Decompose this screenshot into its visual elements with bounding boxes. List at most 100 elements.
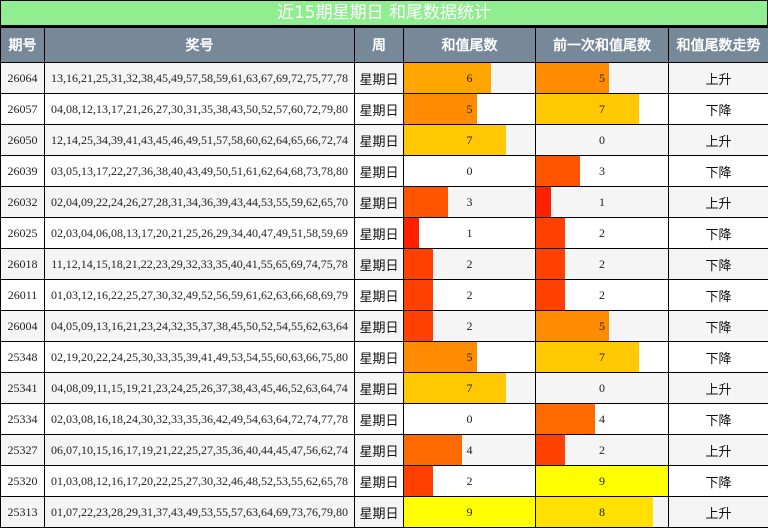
prev-tail-cell-value: 1 — [599, 195, 605, 209]
header-issue: 期号 — [1, 28, 45, 63]
numbers-cell: 04,08,09,11,15,19,21,23,24,25,26,37,38,4… — [45, 373, 355, 404]
prev-tail-cell-value: 2 — [599, 257, 605, 271]
prev-tail-cell-bar — [536, 497, 653, 527]
trend-cell: 下降 — [669, 94, 768, 125]
tail-cell-bar — [404, 94, 477, 124]
table-row: 26011 01,03,12,16,22,25,27,30,32,49,52,5… — [1, 280, 768, 311]
tail-cell-bar — [404, 435, 462, 465]
tail-cell: 2 — [404, 466, 536, 497]
numbers-cell: 01,03,12,16,22,25,27,30,32,49,52,56,59,6… — [45, 280, 355, 311]
table-row: 26057 04,08,12,13,17,21,26,27,30,31,35,3… — [1, 94, 768, 125]
tail-cell-value: 2 — [467, 474, 473, 488]
week-cell: 星期日 — [355, 125, 404, 156]
issue-cell: 26032 — [1, 187, 45, 218]
tail-cell: 2 — [404, 280, 536, 311]
prev-tail-cell: 2 — [536, 218, 669, 249]
table-row: 26018 11,12,14,15,18,21,22,23,29,32,33,3… — [1, 249, 768, 280]
header-week: 周 — [355, 28, 404, 63]
trend-cell: 下降 — [669, 342, 768, 373]
prev-tail-cell: 9 — [536, 466, 669, 497]
tail-cell-value: 0 — [467, 412, 473, 426]
tail-cell: 6 — [404, 63, 536, 94]
header-tail: 和值尾数 — [404, 28, 536, 63]
tail-cell: 2 — [404, 311, 536, 342]
prev-tail-cell: 8 — [536, 497, 669, 528]
tail-cell: 9 — [404, 497, 536, 528]
issue-cell: 26004 — [1, 311, 45, 342]
prev-tail-cell-bar — [536, 249, 565, 279]
week-cell: 星期日 — [355, 156, 404, 187]
week-cell: 星期日 — [355, 404, 404, 435]
tail-cell-value: 2 — [467, 257, 473, 271]
week-cell: 星期日 — [355, 466, 404, 497]
tail-cell-value: 5 — [467, 102, 473, 116]
prev-tail-cell-bar — [536, 156, 580, 186]
tail-cell-value: 5 — [467, 350, 473, 364]
trend-cell: 上升 — [669, 125, 768, 156]
prev-tail-cell: 7 — [536, 342, 669, 373]
prev-tail-cell-value: 3 — [599, 164, 605, 178]
numbers-cell: 02,03,08,16,18,24,30,32,33,35,36,42,49,5… — [45, 404, 355, 435]
issue-cell: 26025 — [1, 218, 45, 249]
tail-cell-value: 2 — [467, 319, 473, 333]
table-row: 26050 12,14,25,34,39,41,43,45,46,49,51,5… — [1, 125, 768, 156]
numbers-cell: 06,07,10,15,16,17,19,21,22,25,27,35,36,4… — [45, 435, 355, 466]
week-cell: 星期日 — [355, 373, 404, 404]
tail-cell: 0 — [404, 156, 536, 187]
table-row: 25348 02,19,20,22,24,25,30,33,35,39,41,4… — [1, 342, 768, 373]
numbers-cell: 02,03,04,06,08,13,17,20,21,25,26,29,34,4… — [45, 218, 355, 249]
table-row: 26025 02,03,04,06,08,13,17,20,21,25,26,2… — [1, 218, 768, 249]
numbers-cell: 12,14,25,34,39,41,43,45,46,49,51,57,58,6… — [45, 125, 355, 156]
issue-cell: 25334 — [1, 404, 45, 435]
prev-tail-cell: 7 — [536, 94, 669, 125]
prev-tail-cell: 2 — [536, 435, 669, 466]
trend-cell: 下降 — [669, 156, 768, 187]
table-row: 26039 03,05,13,17,22,27,36,38,40,43,49,5… — [1, 156, 768, 187]
tail-cell: 0 — [404, 404, 536, 435]
week-cell: 星期日 — [355, 187, 404, 218]
prev-tail-cell-value: 5 — [599, 71, 605, 85]
tail-cell: 3 — [404, 187, 536, 218]
table-row: 26064 13,16,21,25,31,32,38,45,49,57,58,5… — [1, 63, 768, 94]
header-trend: 和值尾数走势 — [669, 28, 768, 63]
week-cell: 星期日 — [355, 435, 404, 466]
issue-cell: 26057 — [1, 94, 45, 125]
prev-tail-cell: 5 — [536, 311, 669, 342]
header-row: 期号 奖号 周 和值尾数 前一次和值尾数 和值尾数走势 — [1, 28, 768, 63]
prev-tail-cell-value: 5 — [599, 319, 605, 333]
tail-cell-bar — [404, 280, 433, 310]
tail-cell-value: 1 — [467, 226, 473, 240]
tail-cell-bar — [404, 187, 448, 217]
week-cell: 星期日 — [355, 497, 404, 528]
issue-cell: 26050 — [1, 125, 45, 156]
numbers-cell: 13,16,21,25,31,32,38,45,49,57,58,59,61,6… — [45, 63, 355, 94]
tail-cell: 1 — [404, 218, 536, 249]
prev-tail-cell: 2 — [536, 280, 669, 311]
issue-cell: 26011 — [1, 280, 45, 311]
trend-cell: 下降 — [669, 466, 768, 497]
prev-tail-cell: 0 — [536, 125, 669, 156]
table-row: 25341 04,08,09,11,15,19,21,23,24,25,26,3… — [1, 373, 768, 404]
trend-cell: 上升 — [669, 373, 768, 404]
prev-tail-cell-value: 2 — [599, 226, 605, 240]
tail-cell: 5 — [404, 94, 536, 125]
tail-cell: 7 — [404, 125, 536, 156]
prev-tail-cell-value: 0 — [599, 381, 605, 395]
prev-tail-cell-value: 2 — [599, 288, 605, 302]
tail-cell-value: 7 — [467, 381, 473, 395]
week-cell: 星期日 — [355, 218, 404, 249]
tail-cell-bar — [404, 311, 433, 341]
numbers-cell: 02,19,20,22,24,25,30,33,35,39,41,49,53,5… — [45, 342, 355, 373]
trend-cell: 上升 — [669, 63, 768, 94]
tail-cell-bar — [404, 342, 477, 372]
issue-cell: 25327 — [1, 435, 45, 466]
prev-tail-cell: 1 — [536, 187, 669, 218]
prev-tail-cell: 2 — [536, 249, 669, 280]
prev-tail-cell-bar — [536, 280, 565, 310]
tail-cell-value: 0 — [467, 164, 473, 178]
prev-tail-cell-bar — [536, 187, 551, 217]
header-numbers: 奖号 — [45, 28, 355, 63]
prev-tail-cell-bar — [536, 435, 565, 465]
trend-cell: 下降 — [669, 249, 768, 280]
table-row: 26032 02,04,09,22,24,26,27,28,31,34,36,3… — [1, 187, 768, 218]
